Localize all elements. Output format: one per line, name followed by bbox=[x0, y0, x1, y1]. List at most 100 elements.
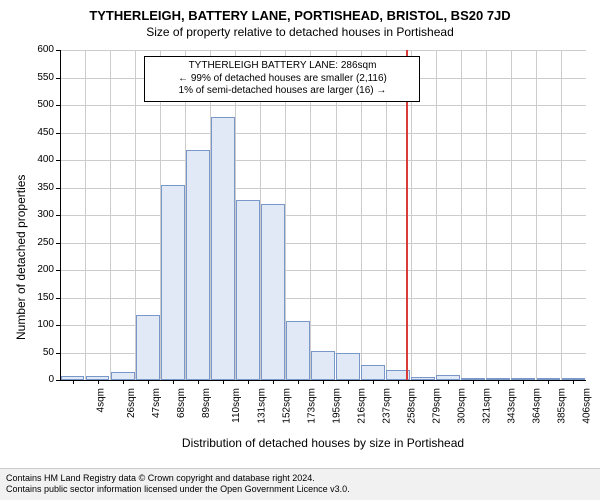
x-tick-label: 152sqm bbox=[281, 388, 292, 424]
grid-line-v bbox=[511, 50, 512, 380]
bar bbox=[286, 321, 310, 380]
y-tick-label: 50 bbox=[30, 347, 54, 358]
bar bbox=[336, 353, 360, 381]
grid-line-v bbox=[536, 50, 537, 380]
grid-line-h bbox=[60, 160, 586, 161]
x-tick-label: 364sqm bbox=[532, 388, 543, 424]
tick-mark-x bbox=[373, 380, 374, 384]
y-tick-label: 400 bbox=[30, 154, 54, 165]
tick-mark-y bbox=[56, 380, 60, 381]
y-axis-label: Number of detached properties bbox=[14, 175, 28, 340]
tick-mark-x bbox=[198, 380, 199, 384]
tick-mark-y bbox=[56, 215, 60, 216]
grid-line-v bbox=[561, 50, 562, 380]
y-tick-label: 200 bbox=[30, 264, 54, 275]
x-tick-label: 68sqm bbox=[176, 388, 187, 418]
y-tick-label: 500 bbox=[30, 99, 54, 110]
x-tick-label: 258sqm bbox=[407, 388, 418, 424]
x-axis-label: Distribution of detached houses by size … bbox=[60, 436, 586, 450]
tick-mark-x bbox=[98, 380, 99, 384]
tick-mark-x bbox=[423, 380, 424, 384]
tick-mark-x bbox=[348, 380, 349, 384]
x-tick-label: 279sqm bbox=[432, 388, 443, 424]
grid-line-v bbox=[85, 50, 86, 380]
bar bbox=[236, 200, 260, 380]
tick-mark-y bbox=[56, 353, 60, 354]
tick-mark-x bbox=[398, 380, 399, 384]
bar bbox=[361, 365, 385, 380]
x-tick-label: 131sqm bbox=[256, 388, 267, 424]
chart-title: TYTHERLEIGH, BATTERY LANE, PORTISHEAD, B… bbox=[0, 0, 600, 23]
tick-mark-y bbox=[56, 105, 60, 106]
tick-mark-y bbox=[56, 243, 60, 244]
annotation-line-2: ← 99% of detached houses are smaller (2,… bbox=[151, 73, 413, 86]
x-tick-label: 110sqm bbox=[231, 388, 242, 423]
annotation-line-1: TYTHERLEIGH BATTERY LANE: 286sqm bbox=[151, 60, 413, 73]
tick-mark-x bbox=[173, 380, 174, 384]
tick-mark-x bbox=[223, 380, 224, 384]
y-tick-label: 0 bbox=[30, 374, 54, 385]
annotation-box: TYTHERLEIGH BATTERY LANE: 286sqm← 99% of… bbox=[144, 56, 420, 102]
tick-mark-x bbox=[273, 380, 274, 384]
x-tick-label: 321sqm bbox=[482, 388, 493, 424]
tick-mark-y bbox=[56, 325, 60, 326]
chart-subtitle: Size of property relative to detached ho… bbox=[0, 23, 600, 39]
x-tick-label: 195sqm bbox=[332, 388, 343, 424]
tick-mark-x bbox=[498, 380, 499, 384]
footer-line-1: Contains HM Land Registry data © Crown c… bbox=[6, 473, 594, 485]
tick-mark-x bbox=[123, 380, 124, 384]
x-tick-label: 4sqm bbox=[95, 388, 106, 412]
x-tick-label: 406sqm bbox=[582, 388, 593, 424]
tick-mark-x bbox=[523, 380, 524, 384]
tick-mark-x bbox=[548, 380, 549, 384]
grid-line-h bbox=[60, 50, 586, 51]
grid-line-h bbox=[60, 270, 586, 271]
x-tick-label: 216sqm bbox=[357, 388, 368, 424]
y-tick-label: 250 bbox=[30, 237, 54, 248]
tick-mark-y bbox=[56, 78, 60, 79]
grid-line-h bbox=[60, 298, 586, 299]
y-tick-label: 350 bbox=[30, 182, 54, 193]
tick-mark-y bbox=[56, 270, 60, 271]
grid-line-h bbox=[60, 243, 586, 244]
tick-mark-y bbox=[56, 160, 60, 161]
grid-line-h bbox=[60, 215, 586, 216]
x-tick-label: 237sqm bbox=[382, 388, 393, 424]
tick-mark-y bbox=[56, 50, 60, 51]
bar bbox=[261, 204, 285, 380]
grid-line-v bbox=[436, 50, 437, 380]
footer-line-2: Contains public sector information licen… bbox=[6, 484, 594, 496]
grid-line-h bbox=[60, 188, 586, 189]
annotation-line-3: 1% of semi-detached houses are larger (1… bbox=[151, 85, 413, 98]
grid-line-v bbox=[486, 50, 487, 380]
y-tick-label: 450 bbox=[30, 127, 54, 138]
footer: Contains HM Land Registry data © Crown c… bbox=[0, 468, 600, 500]
grid-line-v bbox=[110, 50, 111, 380]
bar bbox=[161, 185, 185, 380]
y-tick-label: 150 bbox=[30, 292, 54, 303]
y-tick-label: 100 bbox=[30, 319, 54, 330]
tick-mark-x bbox=[573, 380, 574, 384]
tick-mark-x bbox=[473, 380, 474, 384]
grid-line-h bbox=[60, 105, 586, 106]
plot-area: TYTHERLEIGH BATTERY LANE: 286sqm← 99% of… bbox=[60, 50, 586, 380]
tick-mark-y bbox=[56, 133, 60, 134]
chart-container: TYTHERLEIGH, BATTERY LANE, PORTISHEAD, B… bbox=[0, 0, 600, 500]
tick-mark-x bbox=[298, 380, 299, 384]
grid-line-v bbox=[461, 50, 462, 380]
x-tick-label: 26sqm bbox=[126, 388, 137, 418]
tick-mark-x bbox=[248, 380, 249, 384]
tick-mark-x bbox=[448, 380, 449, 384]
bar bbox=[136, 315, 160, 380]
y-axis-line bbox=[60, 50, 61, 380]
x-tick-label: 385sqm bbox=[557, 388, 568, 424]
x-tick-label: 300sqm bbox=[457, 388, 468, 424]
bar bbox=[211, 117, 235, 380]
tick-mark-y bbox=[56, 298, 60, 299]
x-tick-label: 47sqm bbox=[151, 388, 162, 418]
bar bbox=[186, 150, 210, 380]
y-tick-label: 300 bbox=[30, 209, 54, 220]
x-tick-label: 173sqm bbox=[306, 388, 317, 424]
x-tick-label: 89sqm bbox=[201, 388, 212, 418]
bar bbox=[111, 372, 135, 380]
